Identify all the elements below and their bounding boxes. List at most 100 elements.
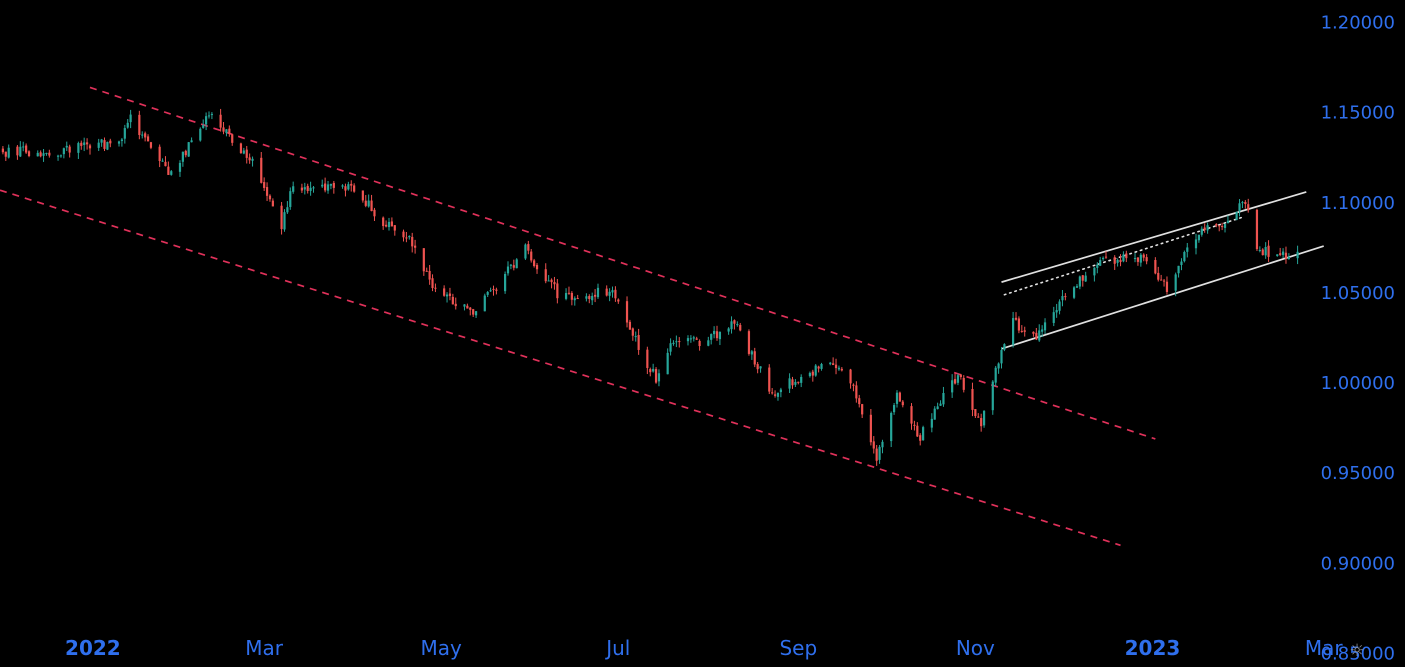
candle <box>1133 253 1137 263</box>
candle <box>808 371 812 378</box>
candle <box>469 306 472 316</box>
candle <box>570 291 573 306</box>
candle <box>1203 223 1206 233</box>
candle <box>126 119 129 129</box>
candle <box>324 177 327 193</box>
candle <box>271 198 274 207</box>
candle <box>88 143 92 155</box>
candle <box>486 291 489 298</box>
candle <box>242 147 245 155</box>
candle <box>80 140 83 150</box>
candle <box>634 331 637 342</box>
candle <box>1072 286 1076 300</box>
candle <box>669 338 672 356</box>
trendline-dashed-2[interactable] <box>0 189 1121 547</box>
candle <box>1223 223 1227 233</box>
candle <box>117 140 121 147</box>
candle <box>1177 265 1180 278</box>
candle <box>1017 316 1021 334</box>
candle <box>631 327 634 341</box>
candle <box>326 180 330 194</box>
candle <box>1267 240 1270 262</box>
candle <box>22 141 25 152</box>
candle <box>811 369 814 382</box>
candle <box>800 374 803 388</box>
candle <box>750 349 753 360</box>
candle <box>390 217 393 227</box>
candle <box>448 287 452 301</box>
candle <box>1023 326 1026 337</box>
candle <box>1174 272 1177 297</box>
candle <box>341 184 344 189</box>
candle <box>817 365 820 373</box>
trendline-dashed-1[interactable] <box>89 86 1156 440</box>
candle <box>472 308 475 318</box>
candle <box>405 232 408 243</box>
candle <box>1186 242 1189 258</box>
candle <box>698 339 701 351</box>
candle <box>1287 253 1290 260</box>
candle <box>1104 251 1108 259</box>
trendline-solid-4[interactable] <box>1001 245 1324 350</box>
candle <box>1296 245 1299 265</box>
candle <box>292 181 295 194</box>
candle <box>756 362 759 374</box>
candle <box>564 288 568 301</box>
candle <box>100 138 103 147</box>
candle <box>7 144 10 159</box>
candle <box>225 129 228 137</box>
candle <box>890 411 893 448</box>
price-tick-label: 1.05000 <box>1321 283 1395 304</box>
candle <box>300 183 304 193</box>
candle <box>922 425 925 441</box>
candle <box>869 408 872 446</box>
time-axis[interactable]: 2022 Mar May Jul Sep Nov 2023 Mar <box>65 636 1343 660</box>
candle <box>393 225 396 236</box>
candle <box>953 373 957 385</box>
candle <box>19 141 22 157</box>
candle <box>515 258 518 269</box>
candle <box>625 296 629 328</box>
candle <box>1206 222 1209 234</box>
trendline-solid-3[interactable] <box>1001 191 1307 283</box>
candle <box>1215 223 1218 228</box>
candle <box>771 388 774 395</box>
candle <box>1279 247 1282 257</box>
price-axis[interactable]: 1.20000 1.15000 1.10000 1.05000 1.00000 0.950… <box>1321 13 1395 665</box>
candle <box>901 399 904 408</box>
candle <box>329 183 333 190</box>
candle <box>138 110 141 140</box>
candle <box>350 180 353 192</box>
candle <box>42 149 45 162</box>
candle <box>483 293 486 312</box>
candle <box>1061 290 1064 307</box>
candle <box>1064 293 1067 301</box>
candle <box>1281 248 1285 259</box>
candle <box>373 207 376 221</box>
sun-icon[interactable]: ☼ <box>1349 641 1364 661</box>
candle <box>109 138 112 148</box>
candle <box>231 133 234 146</box>
candle <box>431 274 434 292</box>
candle <box>170 170 173 176</box>
candle <box>652 363 655 373</box>
candle <box>991 380 994 415</box>
candle <box>617 298 620 304</box>
candle <box>855 381 858 403</box>
candle <box>962 375 965 393</box>
candle <box>402 229 405 242</box>
candle <box>686 335 690 346</box>
candle <box>959 373 962 380</box>
candle <box>1099 256 1102 267</box>
candle <box>466 303 469 309</box>
candle <box>994 365 997 387</box>
candle <box>384 220 388 228</box>
candle <box>1 146 5 155</box>
candle <box>692 335 695 342</box>
candle <box>768 364 771 395</box>
candle <box>1113 255 1116 270</box>
candle <box>1235 211 1238 221</box>
candle <box>286 201 289 214</box>
